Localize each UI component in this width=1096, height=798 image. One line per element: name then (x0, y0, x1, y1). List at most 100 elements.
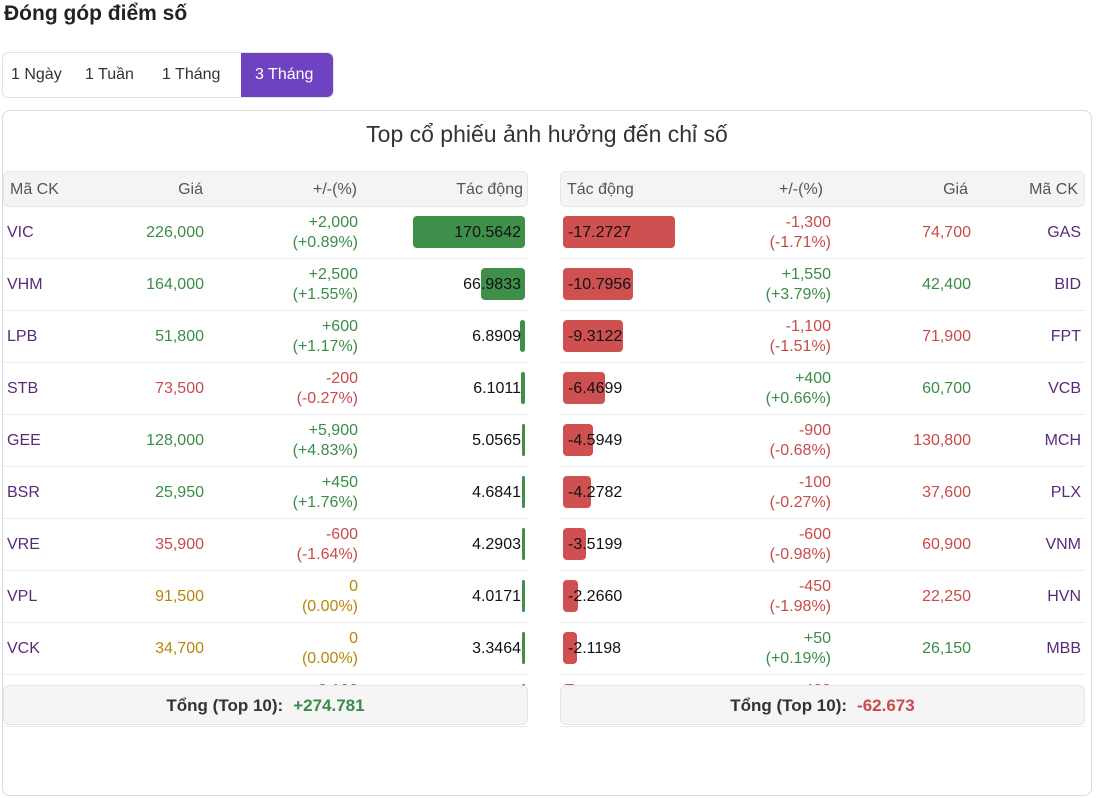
change-percent: (-0.27%) (296, 390, 358, 407)
impact-value: -4.5949 (568, 432, 623, 449)
impact-value: 4.6841 (472, 484, 521, 501)
table-row[interactable]: -9.3122 -1,100 (-1.51%) 71,900 FPT (560, 311, 1085, 363)
stock-change: 0 (0.00%) (302, 577, 358, 617)
stock-change: -1,300 (-1.71%) (770, 213, 831, 253)
change-value: -450 (798, 578, 831, 595)
stock-code[interactable]: VRE (7, 536, 40, 553)
table-row[interactable]: VHM 164,000 +2,500 (+1.55%) 66.9833 (3, 259, 528, 311)
change-value: +2,000 (308, 214, 358, 231)
tab-3-months[interactable]: 3 Tháng (241, 53, 333, 97)
tab-1-week[interactable]: 1 Tuần (85, 66, 134, 83)
total-label: Tổng (Top 10): (166, 696, 284, 715)
total-label: Tổng (Top 10): (730, 696, 848, 715)
table-row[interactable]: GEE 128,000 +5,900 (+4.83%) 5.0565 (3, 415, 528, 467)
stock-code[interactable]: VPL (7, 588, 38, 605)
change-value: -200 (325, 370, 358, 387)
stock-code[interactable]: VIC (7, 224, 34, 241)
stock-code[interactable]: GAS (1047, 224, 1081, 241)
table-row[interactable]: VRE 35,900 -600 (-1.64%) 4.2903 (3, 519, 528, 571)
stock-change: -1,100 (-1.51%) (770, 317, 831, 357)
table-row[interactable]: -4.5949 -900 (-0.68%) 130,800 MCH (560, 415, 1085, 467)
header-price: Giá (178, 181, 203, 198)
impact-bar (521, 476, 525, 508)
table-row[interactable]: -4.2782 -100 (-0.27%) 37,600 PLX (560, 467, 1085, 519)
table-row[interactable]: STB 73,500 -200 (-0.27%) 6.1011 (3, 363, 528, 415)
stock-price: 25,950 (155, 484, 204, 501)
impact-bar (563, 268, 633, 300)
table-row[interactable]: -2.1198 +50 (+0.19%) 26,150 MBB (560, 623, 1085, 675)
stock-code[interactable]: VNM (1045, 536, 1081, 553)
stock-change: +2,500 (+1.55%) (293, 265, 358, 305)
impact-bar (563, 580, 578, 612)
impact-value: 3.3464 (472, 640, 521, 657)
change-value: 0 (349, 578, 358, 595)
change-value: +50 (803, 630, 831, 647)
change-percent: (+1.76%) (292, 494, 358, 511)
stock-change: 0 (0.00%) (302, 629, 358, 669)
table-row[interactable]: LPB 51,800 +600 (+1.17%) 6.8909 (3, 311, 528, 363)
impact-value: -10.7956 (568, 276, 632, 293)
change-value: +600 (321, 318, 358, 335)
page-title: Đóng góp điểm số (4, 2, 188, 25)
stock-price: 26,150 (922, 640, 971, 657)
table-row[interactable]: -2.2660 -450 (-1.98%) 22,250 HVN (560, 571, 1085, 623)
impact-bar (522, 528, 525, 560)
stock-change: -100 (-0.27%) (770, 473, 831, 513)
stock-code[interactable]: STB (7, 380, 39, 397)
table-row[interactable]: VPL 91,500 0 (0.00%) 4.0171 (3, 571, 528, 623)
stock-code[interactable]: BID (1054, 276, 1081, 293)
tab-1-day[interactable]: 1 Ngày (11, 66, 62, 83)
stock-code[interactable]: HVN (1047, 588, 1081, 605)
tab-1-month[interactable]: 1 Tháng (162, 66, 221, 83)
change-percent: (+0.66%) (765, 390, 831, 407)
impact-bar (563, 372, 605, 404)
change-percent: (-1.98%) (769, 598, 831, 615)
header-impact: Tác động (456, 181, 523, 198)
change-value: -600 (798, 526, 831, 543)
stock-price: 42,400 (922, 276, 971, 293)
impact-bar (563, 320, 624, 352)
negative-impact-table: Tác động +/-(%) Giá Mã CK -17.2727 -1,300… (560, 171, 1085, 727)
stock-price: 91,500 (155, 588, 204, 605)
stock-price: 73,500 (155, 380, 204, 397)
table-row[interactable]: -17.2727 -1,300 (-1.71%) 74,700 GAS (560, 207, 1085, 259)
table-row[interactable]: -10.7956 +1,550 (+3.79%) 42,400 BID (560, 259, 1085, 311)
total-value: -62.673 (857, 696, 915, 715)
table-row[interactable]: -6.4699 +400 (+0.66%) 60,700 VCB (560, 363, 1085, 415)
header-code: Mã CK (10, 181, 59, 198)
impact-bar (521, 372, 525, 404)
stock-code[interactable]: VCK (7, 640, 40, 657)
stock-price: 128,000 (146, 432, 204, 449)
stock-code[interactable]: GEE (7, 432, 41, 449)
stock-change: -450 (-1.98%) (770, 577, 831, 617)
stock-code[interactable]: BSR (7, 484, 40, 501)
table-row[interactable]: VIC 226,000 +2,000 (+0.89%) 170.5642 (3, 207, 528, 259)
stock-price: 130,800 (913, 432, 971, 449)
stock-code[interactable]: PLX (1050, 484, 1081, 501)
stock-change: +600 (+1.17%) (293, 317, 358, 357)
stock-code[interactable]: MCH (1044, 432, 1081, 449)
stock-change: -600 (-1.64%) (297, 525, 358, 565)
stock-code[interactable]: VHM (7, 276, 43, 293)
stock-price: 226,000 (146, 224, 204, 241)
change-percent: (+1.55%) (292, 286, 358, 303)
change-percent: (0.00%) (301, 598, 358, 615)
impact-value: -3.5199 (568, 536, 623, 553)
stock-price: 74,700 (922, 224, 971, 241)
stock-change: -600 (-0.98%) (770, 525, 831, 565)
change-value: +1,550 (781, 266, 831, 283)
stock-code[interactable]: LPB (7, 328, 38, 345)
impact-bar (481, 268, 525, 300)
table-row[interactable]: BSR 25,950 +450 (+1.76%) 4.6841 (3, 467, 528, 519)
impact-bar (563, 632, 577, 664)
table-row[interactable]: VCK 34,700 0 (0.00%) 3.3464 (3, 623, 528, 675)
impact-value: -2.2660 (568, 588, 623, 605)
change-value: +5,900 (308, 422, 358, 439)
stock-code[interactable]: VCB (1048, 380, 1081, 397)
stock-code[interactable]: FPT (1050, 328, 1081, 345)
table-row[interactable]: -3.5199 -600 (-0.98%) 60,900 VNM (560, 519, 1085, 571)
stock-code[interactable]: MBB (1046, 640, 1081, 657)
impact-bar (413, 216, 525, 248)
positive-total: Tổng (Top 10): +274.781 (3, 685, 528, 725)
header-code: Mã CK (1029, 181, 1078, 198)
